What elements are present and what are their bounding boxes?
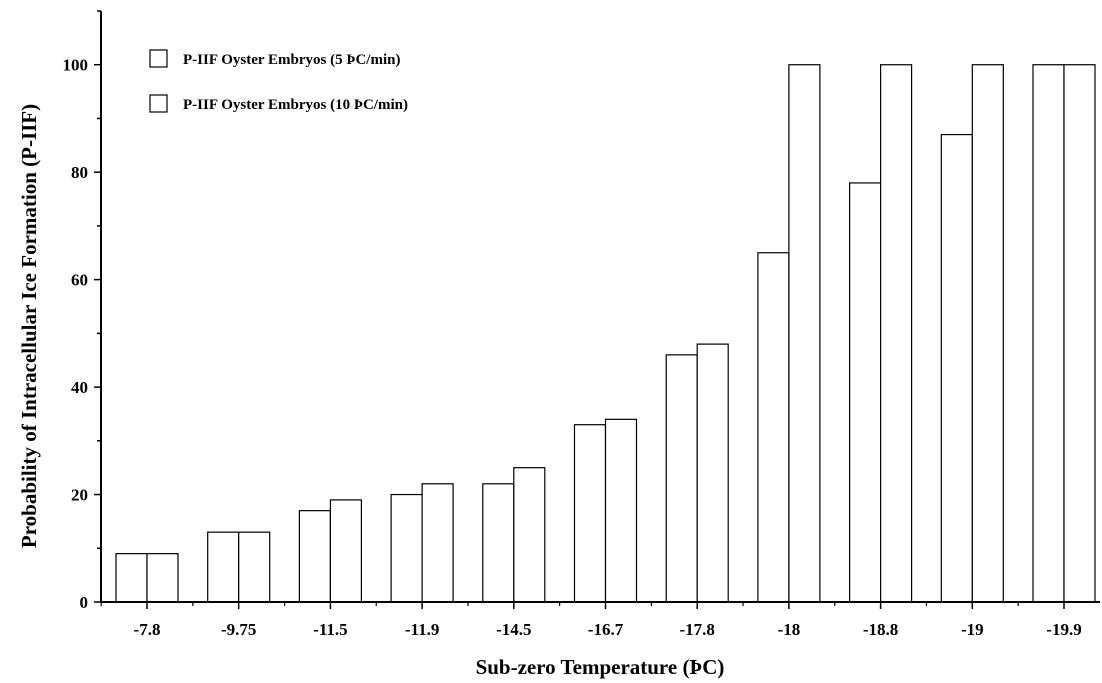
legend-swatch-10-rate [149,94,168,113]
y-tick-label: 40 [71,378,88,397]
bar-5-rate-10 [1032,64,1065,603]
bar-10-rate-5 [604,418,638,603]
y-tick-label: 60 [71,271,88,290]
x-tick-label: -18.8 [863,620,898,639]
legend-label-10-rate: P-IIF Oyster Embryos (10 ÞC/min) [183,97,408,113]
x-axis-title: Sub-zero Temperature (ÞC) [476,655,725,679]
bar-5-rate-0 [115,553,148,603]
y-tick-label: 100 [63,56,89,75]
axes-layer [100,11,1100,603]
x-tick-label: -9.75 [221,620,256,639]
bars-layer [115,64,1096,603]
x-tick-label: -11.5 [313,620,347,639]
bar-10-rate-10 [1063,64,1096,603]
x-tick-label: -14.5 [496,620,531,639]
bar-10-rate-6 [696,343,729,603]
y-tick-label: 20 [71,486,88,505]
bar-5-rate-8 [848,182,882,603]
bar-10-rate-8 [879,64,913,603]
bar-10-rate-2 [329,499,362,603]
ticks-layer: 0 20 40 60 80 100 -7.8 -9.75 -11.5 -11.9 -14.5 -16.… [63,10,1082,639]
bar-5-rate-1 [207,531,240,603]
bar-10-rate-3 [421,483,454,603]
legend: P-IIF Oyster Embryos (5 ÞC/min) P-IIF Oy… [149,49,408,113]
bar-5-rate-5 [573,424,607,603]
x-tick-label: -17.8 [679,620,714,639]
x-tick-label: -16.7 [588,620,624,639]
bar-10-rate-7 [788,64,821,603]
bar-5-rate-9 [940,133,973,603]
y-axis-title: Probability of Intracellular Ice Formati… [17,104,41,548]
x-tick-label: -11.9 [405,620,439,639]
legend-label-5-rate: P-IIF Oyster Embryos (5 ÞC/min) [183,52,400,68]
bar-5-rate-2 [298,510,331,603]
bar-10-rate-1 [238,531,271,603]
bar-5-rate-7 [757,252,790,603]
y-tick-label: 80 [71,163,88,182]
x-tick-label: -19 [961,620,984,639]
legend-swatch-5-rate [149,49,168,68]
bar-10-rate-0 [146,553,179,603]
bar-5-rate-3 [390,493,423,603]
bar-5-rate-4 [482,483,515,603]
y-tick-label: 0 [80,593,89,612]
x-tick-label: -19.9 [1046,620,1081,639]
bar-10-rate-4 [513,467,546,603]
x-tick-label: -7.8 [134,620,161,639]
bar-10-rate-9 [971,64,1004,603]
x-tick-label: -18 [778,620,801,639]
bar-5-rate-6 [665,354,698,603]
